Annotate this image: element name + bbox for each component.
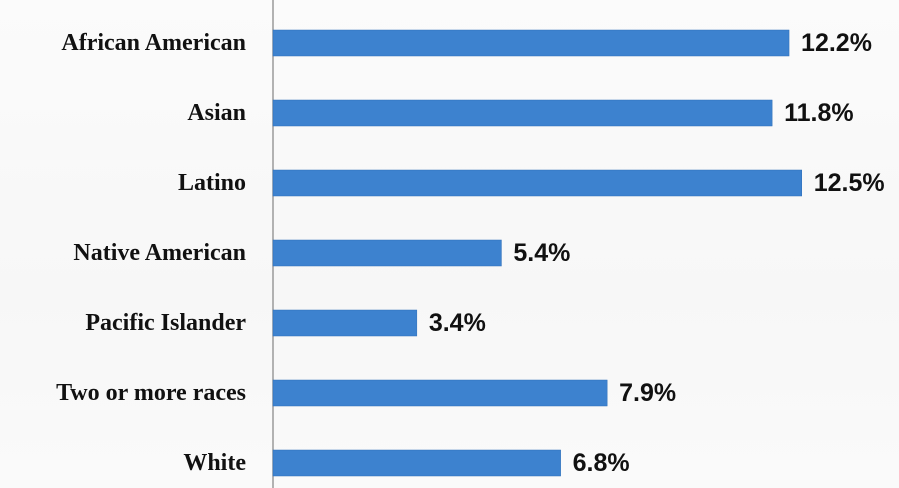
value-label-pacific-islander: 3.4% (429, 309, 486, 337)
category-label-asian: Asian (187, 100, 246, 126)
value-label-two-or-more-races: 7.9% (619, 379, 676, 407)
category-label-two-or-more-races: Two or more races (56, 380, 246, 406)
category-label-white: White (183, 450, 246, 476)
value-labels-group: 12.2% 11.8% 12.5% 5.4% 3.4% 7.9% 6.8% (429, 29, 885, 477)
value-label-white: 6.8% (573, 449, 630, 477)
bars-group (272, 29, 802, 477)
bar-latino (272, 169, 802, 197)
category-label-latino: Latino (178, 170, 246, 196)
bar-native-american (272, 239, 502, 267)
category-labels-group: African American Asian Latino Native Americ… (56, 30, 246, 476)
bar-white (272, 449, 561, 477)
category-label-african-american: African American (61, 30, 246, 56)
bar-pacific-islander (272, 309, 418, 337)
category-label-native-american: Native American (73, 240, 246, 266)
bar-african-american (272, 29, 790, 57)
value-label-native-american: 5.4% (513, 239, 570, 267)
value-label-latino: 12.5% (814, 169, 885, 197)
bar-asian (272, 99, 773, 127)
value-label-african-american: 12.2% (801, 29, 872, 57)
value-label-asian: 11.8% (784, 99, 854, 127)
category-label-pacific-islander: Pacific Islander (85, 310, 246, 336)
bar-two-or-more-races (272, 379, 608, 407)
